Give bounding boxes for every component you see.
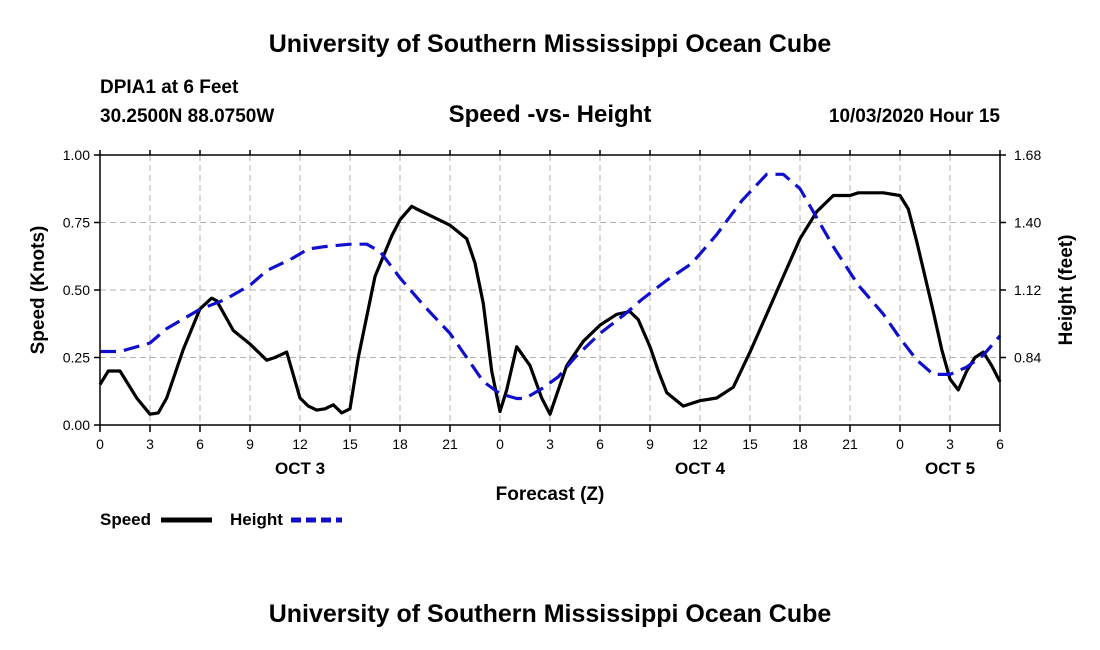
bottom-title: University of Southern Mississippi Ocean…: [268, 600, 832, 628]
x-tick-label: 0: [496, 436, 504, 452]
x-tick-label: 6: [596, 436, 604, 452]
x-tick-label: 21: [442, 436, 458, 452]
y-axis-label-left: Speed (Knots): [28, 226, 49, 355]
coordinates-label: 30.2500N 88.0750W: [100, 106, 275, 127]
x-tick-label: 0: [896, 436, 904, 452]
x-tick-label: 3: [946, 436, 954, 452]
day-label: OCT 4: [675, 459, 726, 478]
day-label: OCT 3: [275, 459, 325, 478]
top-title: University of Southern Mississippi Ocean…: [268, 30, 832, 58]
x-tick-label: 3: [546, 436, 554, 452]
x-tick-label: 15: [742, 436, 758, 452]
x-tick-label: 9: [646, 436, 654, 452]
grid-layer: [100, 155, 1000, 425]
x-tick-label: 6: [196, 436, 204, 452]
x-tick-label: 12: [692, 436, 708, 452]
y-tick-label-left: 1.00: [63, 147, 90, 163]
y-tick-label-left: 0.50: [63, 282, 90, 298]
x-tick-label: 0: [96, 436, 104, 452]
y-tick-label-right: 1.40: [1014, 215, 1041, 231]
y-tick-label-right: 1.12: [1014, 282, 1041, 298]
series-layer: [98, 172, 1002, 416]
y-tick-label-right: 1.68: [1014, 147, 1041, 163]
y-tick-label-left: 0.75: [63, 215, 90, 231]
chart-subtitle: Speed -vs- Height: [448, 101, 652, 128]
x-tick-label: 3: [146, 436, 154, 452]
x-tick-label: 6: [996, 436, 1004, 452]
station-label: DPIA1 at 6 Feet: [100, 77, 239, 98]
y-tick-label-right: 0.84: [1014, 350, 1041, 366]
legend-height-label: Height: [230, 510, 283, 529]
x-tick-label: 15: [342, 436, 358, 452]
legend-speed-label: Speed: [100, 510, 151, 529]
speed-series-line: [98, 191, 1002, 416]
x-tick-label: 21: [842, 436, 858, 452]
x-axis-label: Forecast (Z): [496, 484, 605, 505]
legend: Speed Height: [100, 510, 342, 529]
day-label: OCT 5: [925, 459, 975, 478]
height-series-line: [100, 172, 1002, 401]
x-tick-label: 18: [792, 436, 808, 452]
x-tick-label: 9: [246, 436, 254, 452]
x-tick-label: 18: [392, 436, 408, 452]
y-tick-label-left: 0.25: [63, 350, 90, 366]
y-axis-label-right: Height (feet): [1056, 235, 1077, 346]
y-tick-label-left: 0.00: [63, 417, 90, 433]
forecast-datetime: 10/03/2020 Hour 15: [828, 106, 1000, 127]
x-tick-label: 12: [292, 436, 308, 452]
axis-layer: 0 3 6 9 12 15 18 21 0 3 6 9 12 15 18 21 0 3 6 0.00 0.25 0.50 0…: [63, 147, 1042, 478]
